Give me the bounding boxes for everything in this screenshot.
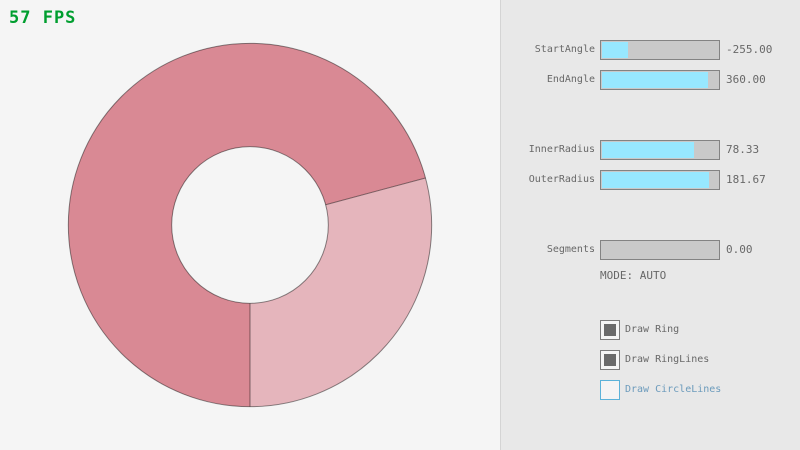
slider-row-outerradius: OuterRadius 181.67 <box>0 170 800 190</box>
draw-ring-checkbox[interactable] <box>600 320 620 340</box>
startangle-value: -255.00 <box>726 43 773 56</box>
draw-circlelines-checkbox[interactable] <box>600 380 620 400</box>
startangle-slider-fill <box>602 42 628 58</box>
ring-outline-circle <box>171 146 329 304</box>
single-pass-arc <box>250 177 432 407</box>
endangle-slider[interactable] <box>600 70 720 90</box>
outerradius-slider[interactable] <box>600 170 720 190</box>
innerradius-value: 78.33 <box>726 143 760 156</box>
outerradius-value: 181.67 <box>726 173 766 186</box>
endangle-label: EndAngle <box>546 74 595 85</box>
startangle-slider[interactable] <box>600 40 720 60</box>
innerradius-label: InnerRadius <box>528 144 595 155</box>
draw-ring-label: Draw Ring <box>625 324 680 335</box>
outerradius-label: OuterRadius <box>528 174 595 185</box>
slider-row-endangle: EndAngle 360.00 <box>0 70 800 90</box>
endangle-value: 360.00 <box>726 73 766 86</box>
startangle-label: StartAngle <box>534 44 595 55</box>
outerradius-slider-fill <box>602 172 710 188</box>
segments-value: 0.00 <box>726 243 753 256</box>
ring-outline-circle <box>67 42 433 408</box>
fps-counter: 57 FPS <box>9 8 77 28</box>
segments-label: Segments <box>546 244 595 255</box>
slider-row-startangle: StartAngle -255.00 <box>0 40 800 60</box>
segments-mode-text: MODE: AUTO <box>600 269 667 282</box>
innerradius-slider[interactable] <box>600 140 720 160</box>
segments-slider[interactable] <box>600 240 720 260</box>
endangle-slider-fill <box>602 72 709 88</box>
draw-ringlines-checkbox[interactable] <box>600 350 620 370</box>
slider-row-innerradius: InnerRadius 78.33 <box>0 140 800 160</box>
ring-boundary-line <box>325 177 426 206</box>
draw-circlelines-label: Draw CircleLines <box>625 384 722 395</box>
slider-row-segments: Segments 0.00 <box>0 240 800 260</box>
draw-ringlines-label: Draw RingLines <box>625 354 710 365</box>
innerradius-slider-fill <box>602 142 695 158</box>
ring-canvas <box>67 42 433 408</box>
double-pass-arc <box>68 43 426 407</box>
